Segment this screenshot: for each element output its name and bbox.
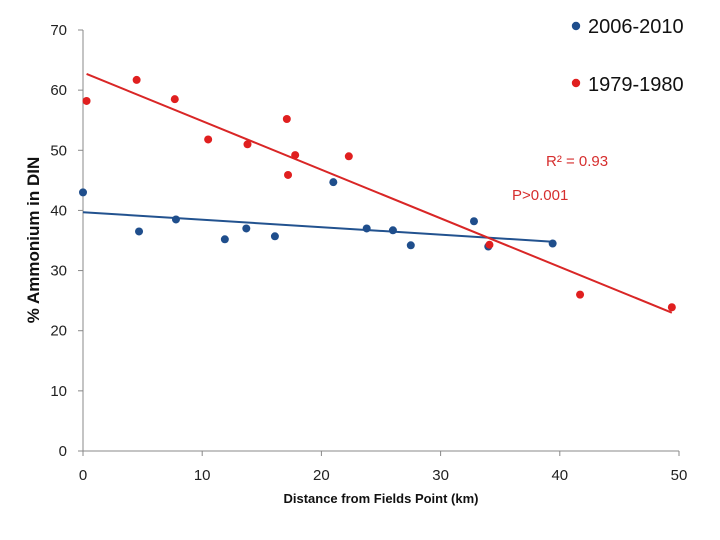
data-point-2006-2010 xyxy=(270,232,279,241)
x-tick-label: 0 xyxy=(79,467,87,484)
data-point-1979-1980 xyxy=(82,96,91,105)
x-axis-ticks: 0 10 20 30 40 50 xyxy=(79,451,688,484)
data-point-1979-1980 xyxy=(132,75,141,84)
data-point-2006-2010 xyxy=(548,239,557,248)
data-point-1979-1980 xyxy=(667,303,676,312)
legend-label-2006-2010: 2006-2010 xyxy=(588,16,684,38)
legend-item-2006-2010: 2006-2010 xyxy=(571,16,684,38)
trendline-1979-1980 xyxy=(86,72,673,314)
x-axis-title: Distance from Fields Point (km) xyxy=(283,491,478,506)
p-value-annotation: P>0.001 xyxy=(512,187,568,204)
x-tick-label: 40 xyxy=(551,467,568,484)
legend-marker-2006-2010 xyxy=(571,21,581,31)
y-axis-title: % Ammonium in DIN xyxy=(24,157,43,324)
y-tick-label: 60 xyxy=(50,82,67,99)
y-tick-label: 0 xyxy=(59,443,67,460)
y-tick-label: 10 xyxy=(50,383,67,400)
data-point-2006-2010 xyxy=(171,215,180,224)
data-point-1979-1980 xyxy=(282,115,291,124)
data-point-1979-1980 xyxy=(170,95,179,104)
y-axis-ticks: 0 10 20 30 40 50 60 70 xyxy=(50,22,83,460)
r-squared-annotation: R² = 0.93 xyxy=(546,153,608,170)
legend-marker-1979-1980 xyxy=(571,78,581,88)
data-point-2006-2010 xyxy=(135,227,144,236)
legend-label-1979-1980: 1979-1980 xyxy=(588,74,684,96)
legend-item-1979-1980: 1979-1980 xyxy=(571,74,684,96)
trendlines xyxy=(82,72,673,314)
x-tick-label: 20 xyxy=(313,467,330,484)
trendline-2006-2010 xyxy=(82,211,553,243)
data-points xyxy=(79,75,676,312)
y-tick-label: 50 xyxy=(50,142,67,159)
y-tick-label: 30 xyxy=(50,263,67,280)
data-point-1979-1980 xyxy=(204,135,213,144)
data-point-1979-1980 xyxy=(243,140,252,149)
data-point-2006-2010 xyxy=(242,224,251,233)
data-point-1979-1980 xyxy=(344,152,353,161)
x-tick-label: 50 xyxy=(671,467,688,484)
data-point-2006-2010 xyxy=(220,235,229,244)
x-tick-label: 10 xyxy=(194,467,211,484)
data-point-2006-2010 xyxy=(388,226,397,235)
data-point-2006-2010 xyxy=(329,178,338,187)
y-tick-label: 20 xyxy=(50,323,67,340)
data-point-2006-2010 xyxy=(79,188,87,197)
data-point-1979-1980 xyxy=(576,290,585,299)
data-point-1979-1980 xyxy=(284,170,293,179)
data-point-2006-2010 xyxy=(469,217,478,226)
x-tick-label: 30 xyxy=(432,467,449,484)
data-point-1979-1980 xyxy=(485,240,494,249)
y-tick-label: 70 xyxy=(50,22,67,39)
y-tick-label: 40 xyxy=(50,202,67,219)
data-point-2006-2010 xyxy=(362,224,371,233)
data-point-1979-1980 xyxy=(291,151,300,160)
legend: 2006-2010 1979-1980 xyxy=(571,16,684,96)
data-point-2006-2010 xyxy=(406,241,415,250)
